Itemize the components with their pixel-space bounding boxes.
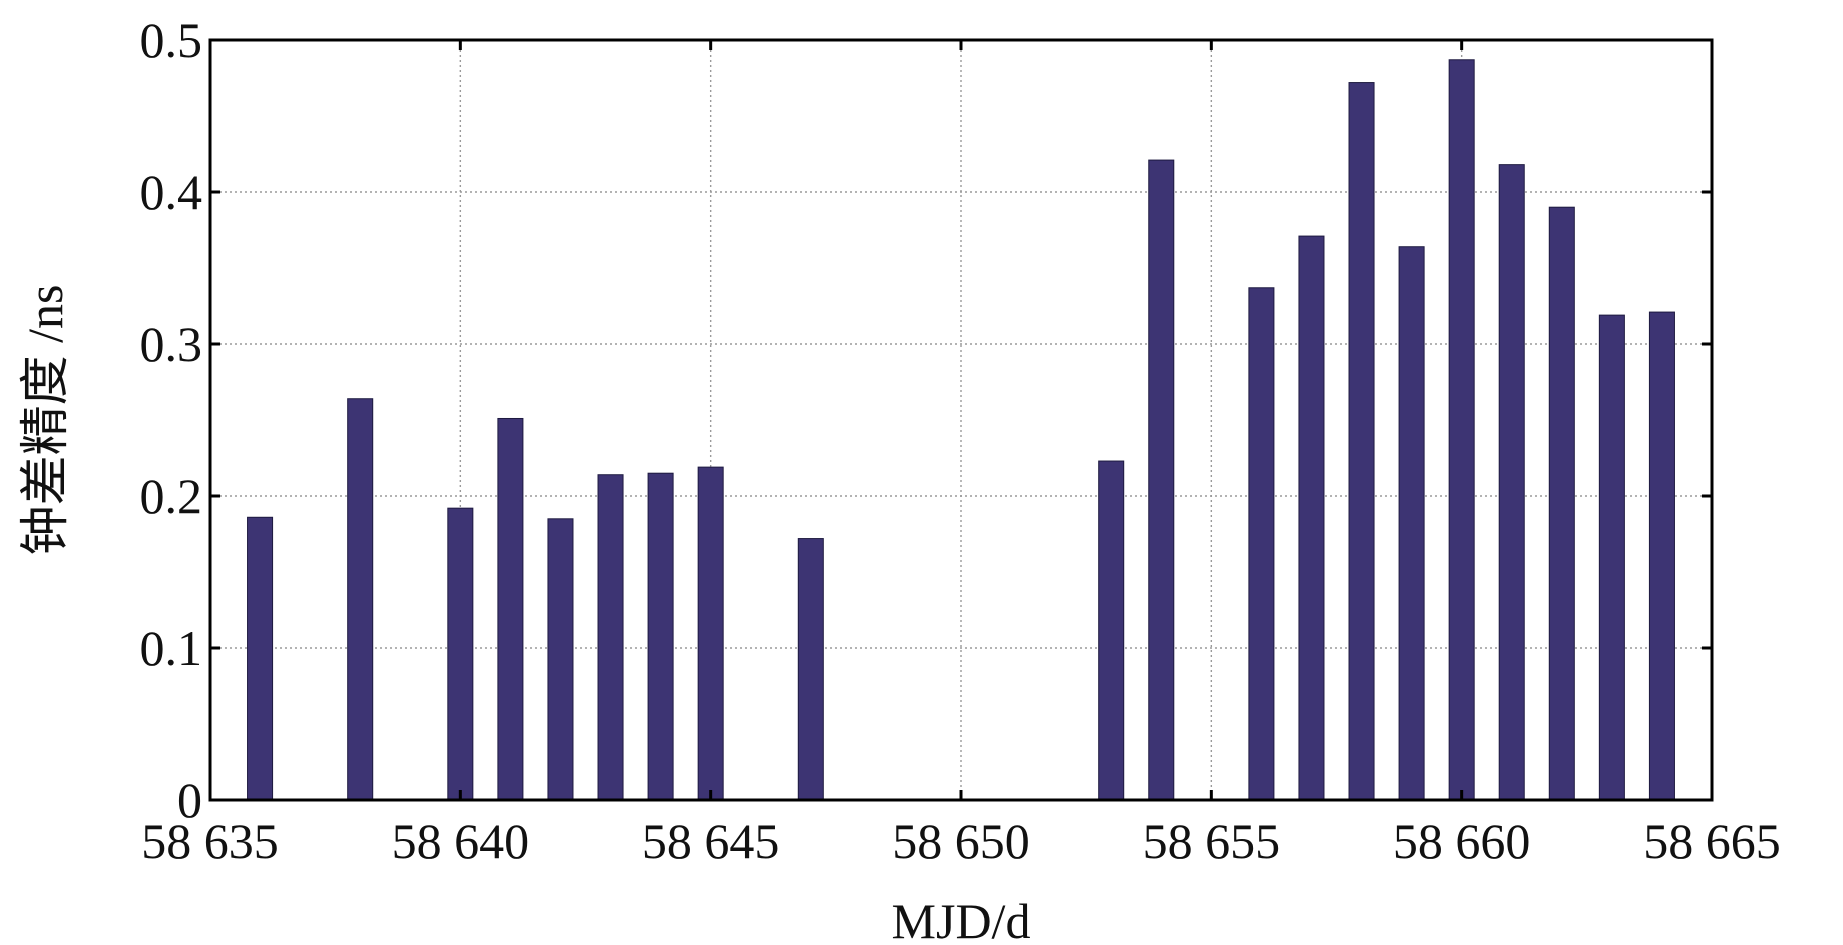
grid-lines xyxy=(210,40,1712,800)
bar xyxy=(1398,246,1425,801)
y-tick-label: 0.5 xyxy=(140,12,203,68)
bar xyxy=(1448,59,1475,801)
y-tick-labels: 0 0.1 0.2 0.3 0.4 0.5 xyxy=(140,12,203,828)
bar xyxy=(1498,164,1525,801)
y-tick-label: 0.1 xyxy=(140,620,203,676)
bar xyxy=(697,466,724,801)
x-tick-labels: 58 635 58 640 58 645 58 650 58 655 58 660 58 6… xyxy=(141,813,1781,869)
bar xyxy=(597,474,624,801)
bar xyxy=(547,518,574,801)
bar xyxy=(497,417,524,801)
y-axis-title: 钟差精度 /ns xyxy=(17,285,73,556)
bar xyxy=(1298,235,1325,801)
bar xyxy=(647,472,674,801)
bar xyxy=(797,538,824,801)
x-tick-label: 58 650 xyxy=(892,813,1030,869)
bar xyxy=(1098,460,1125,801)
bar-series xyxy=(247,59,1675,801)
x-tick-label: 58 645 xyxy=(642,813,780,869)
y-tick-label: 0.2 xyxy=(140,468,203,524)
bar xyxy=(1598,314,1625,801)
y-tick-label: 0.3 xyxy=(140,316,203,372)
x-tick-label: 58 640 xyxy=(392,813,530,869)
x-tick-label: 58 660 xyxy=(1393,813,1531,869)
bar xyxy=(447,507,474,801)
bar xyxy=(1348,82,1375,801)
bar xyxy=(1548,206,1575,801)
bar xyxy=(1148,159,1175,801)
x-axis-title: MJD/d xyxy=(892,893,1031,945)
x-tick-label: 58 655 xyxy=(1143,813,1281,869)
y-tick-label: 0 xyxy=(177,772,202,828)
bar xyxy=(247,516,274,801)
x-tick-label: 58 665 xyxy=(1643,813,1781,869)
bar xyxy=(347,398,374,801)
y-tick-label: 0.4 xyxy=(140,164,203,220)
tick-marks xyxy=(208,38,1714,802)
bar xyxy=(1648,311,1675,801)
bar xyxy=(1248,287,1275,801)
x-tick-label: 58 635 xyxy=(141,813,279,869)
